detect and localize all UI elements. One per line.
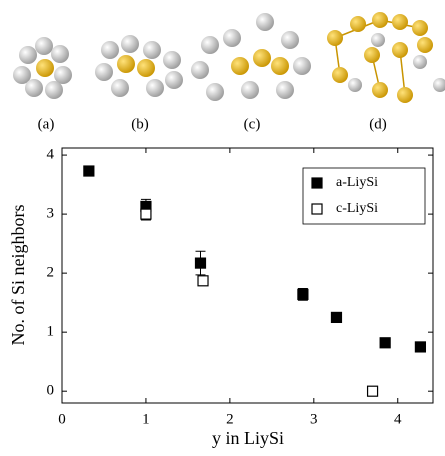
y-axis-label: No. of Si neighbors	[8, 205, 28, 346]
data-point	[415, 342, 425, 352]
y-tick-label: 2	[47, 265, 55, 281]
panel-label: (b)	[131, 116, 149, 132]
legend-marker	[312, 204, 322, 214]
legend-marker	[312, 178, 322, 188]
cluster-images	[13, 12, 445, 103]
cluster-b	[95, 35, 183, 97]
x-axis-label: y in LiySi	[212, 428, 284, 448]
y-tick-label: 3	[47, 206, 55, 222]
panel-label: (d)	[369, 116, 387, 132]
data-point	[198, 276, 208, 286]
y-tick-label: 0	[47, 383, 55, 399]
figure: (a) (b) (c) (d) y in LiySi No. of Si nei…	[0, 0, 445, 456]
cluster-a	[13, 37, 72, 99]
y-tick-label: 4	[47, 147, 55, 163]
data-point	[195, 258, 205, 268]
data-point	[331, 312, 341, 322]
legend-label: c-LiySi	[336, 201, 378, 216]
cluster-d	[327, 12, 445, 103]
data-point	[380, 338, 390, 348]
x-tick-label: 3	[310, 411, 318, 427]
y-tick-label: 1	[47, 324, 55, 340]
data-point	[368, 386, 378, 396]
data-point	[141, 209, 151, 219]
legend-label: a-LiySi	[336, 175, 378, 190]
cluster-c	[191, 13, 311, 101]
x-tick-label: 1	[142, 411, 150, 427]
panel-label: (a)	[38, 116, 55, 132]
data-point	[84, 166, 94, 176]
x-tick-label: 0	[58, 411, 66, 427]
data-point	[298, 289, 308, 299]
x-tick-label: 2	[226, 411, 234, 427]
x-tick-label: 4	[394, 411, 402, 427]
panel-label: (c)	[244, 116, 261, 132]
